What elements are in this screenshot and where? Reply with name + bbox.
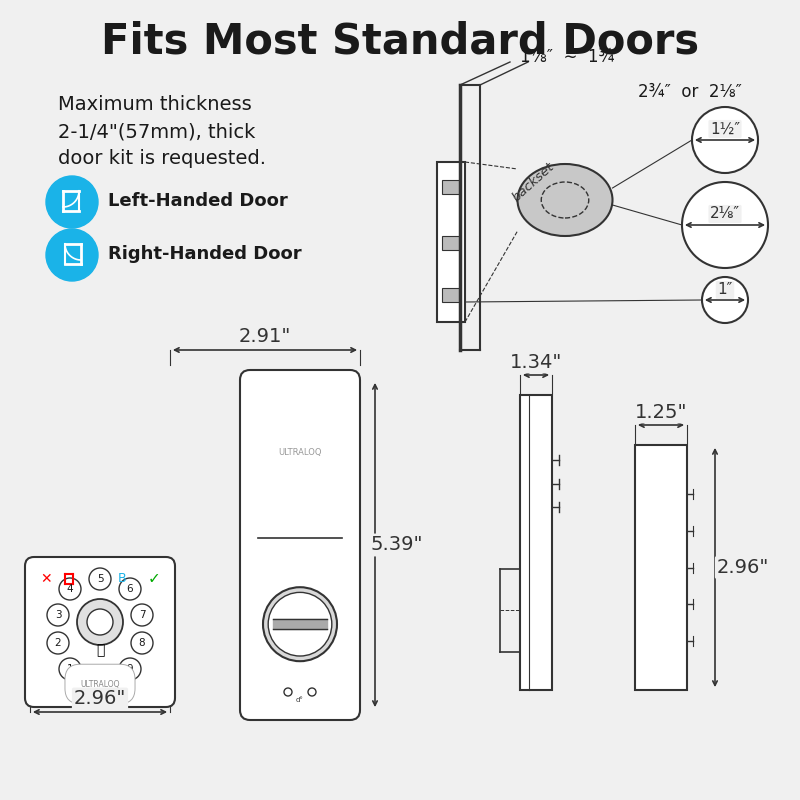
Text: 1″: 1″	[718, 282, 733, 298]
Text: Right-Handed Door: Right-Handed Door	[108, 245, 302, 263]
Circle shape	[268, 592, 332, 656]
Circle shape	[284, 688, 292, 696]
Bar	[520, 395, 552, 690]
Text: 2.91": 2.91"	[239, 327, 291, 346]
Bar	[442, 236, 460, 250]
Text: 🔑: 🔑	[96, 643, 104, 657]
Circle shape	[692, 107, 758, 173]
Circle shape	[87, 609, 113, 635]
Text: B: B	[118, 573, 126, 586]
Text: 2⅛″: 2⅛″	[710, 206, 740, 222]
Text: ✓: ✓	[148, 571, 160, 586]
Circle shape	[89, 666, 111, 688]
Text: 8: 8	[138, 638, 146, 648]
Bar	[635, 445, 687, 690]
Text: 6: 6	[126, 584, 134, 594]
Text: 2¾″  or  2⅛″: 2¾″ or 2⅛″	[638, 83, 742, 101]
Text: d°: d°	[296, 697, 304, 703]
Text: 1: 1	[66, 664, 74, 674]
Text: 7: 7	[138, 610, 146, 620]
Text: 2.96": 2.96"	[717, 558, 769, 577]
Text: Maximum thickness
2-1/4"(57mm), thick
door kit is requested.: Maximum thickness 2-1/4"(57mm), thick do…	[58, 95, 266, 169]
Circle shape	[682, 182, 768, 268]
Text: ULTRALOQ: ULTRALOQ	[80, 679, 120, 689]
Text: backset: backset	[510, 160, 557, 204]
Circle shape	[77, 599, 123, 645]
Circle shape	[119, 578, 141, 600]
Text: ✕: ✕	[40, 572, 52, 586]
Text: 5: 5	[97, 574, 103, 584]
Ellipse shape	[518, 164, 613, 236]
Text: Left-Handed Door: Left-Handed Door	[108, 192, 288, 210]
FancyBboxPatch shape	[25, 557, 175, 707]
Circle shape	[47, 632, 69, 654]
Circle shape	[59, 578, 81, 600]
Circle shape	[702, 277, 748, 323]
Circle shape	[131, 632, 153, 654]
Circle shape	[47, 604, 69, 626]
Circle shape	[46, 176, 98, 228]
Text: 1⅞″  ∼  1¾″: 1⅞″ ∼ 1¾″	[520, 48, 621, 66]
Bar	[437, 162, 465, 322]
Circle shape	[89, 568, 111, 590]
Text: 9: 9	[126, 664, 134, 674]
Circle shape	[308, 688, 316, 696]
Text: 1½″: 1½″	[710, 122, 740, 137]
Circle shape	[119, 658, 141, 680]
Text: ULTRALOQ: ULTRALOQ	[278, 448, 322, 457]
Text: 1.34": 1.34"	[510, 353, 562, 371]
Text: 0: 0	[97, 672, 103, 682]
Circle shape	[59, 658, 81, 680]
Text: 5.39": 5.39"	[370, 535, 423, 554]
Text: 3: 3	[54, 610, 62, 620]
Text: 2.96": 2.96"	[74, 690, 126, 709]
Circle shape	[46, 229, 98, 281]
Bar	[442, 288, 460, 302]
Bar	[442, 180, 460, 194]
Text: 4: 4	[66, 584, 74, 594]
Text: 1.25": 1.25"	[634, 402, 687, 422]
FancyBboxPatch shape	[240, 370, 360, 720]
Text: Fits Most Standard Doors: Fits Most Standard Doors	[101, 21, 699, 63]
Circle shape	[131, 604, 153, 626]
Text: 2: 2	[54, 638, 62, 648]
Circle shape	[263, 587, 337, 661]
